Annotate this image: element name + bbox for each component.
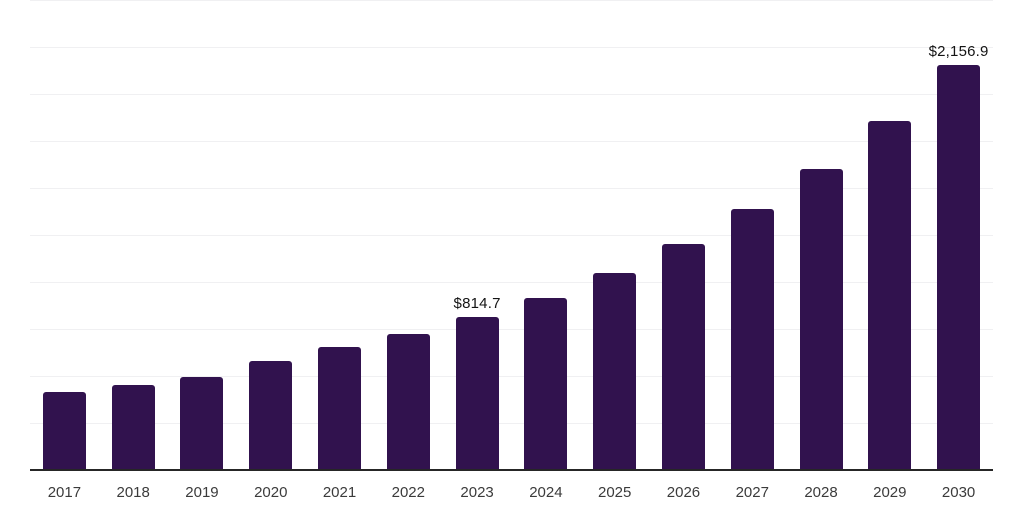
gridline-2000: [30, 94, 993, 95]
bar-2027: [730, 208, 774, 470]
x-tick-label-2018: 2018: [116, 484, 150, 501]
x-tick-label-2026: 2026: [666, 484, 701, 501]
gridline-750: [30, 329, 993, 330]
x-tick-label-2021: 2021: [322, 484, 357, 501]
gridline-500: [30, 376, 993, 377]
x-tick-label-2025: 2025: [597, 484, 632, 501]
bar-2022: [386, 333, 430, 470]
bar-2028: [799, 169, 843, 470]
gridline-1250: [30, 235, 993, 236]
x-tick-label-2017: 2017: [47, 484, 82, 501]
x-tick-label-2029: 2029: [873, 484, 907, 501]
bar-2029: [868, 120, 912, 470]
x-tick-label-2028: 2028: [804, 484, 838, 501]
bar-value-label-2023: $814.7: [453, 294, 501, 312]
bar-2025: [593, 272, 637, 470]
bar-2021: [318, 347, 362, 470]
x-tick-label-2023: 2023: [460, 484, 494, 501]
x-tick-label-2022: 2022: [391, 484, 425, 501]
gridline-2250: [30, 47, 993, 48]
x-tick-label-2024: 2024: [529, 484, 563, 501]
x-tick-label-2020: 2020: [254, 484, 288, 501]
bar-value-label-2030: $2,156.9: [928, 42, 989, 60]
bar-2017: [42, 391, 86, 470]
gridline-1500: [30, 188, 993, 189]
bar-2024: [524, 297, 568, 470]
gridline-1750: [30, 141, 993, 142]
x-tick-label-2027: 2027: [735, 484, 769, 501]
x-tick-label-2030: 2030: [941, 484, 976, 501]
gridline-250: [30, 423, 993, 424]
bar-2030: [937, 64, 981, 470]
x-tick-label-2019: 2019: [185, 484, 219, 501]
plot-area: $814.7 $2,156.9: [30, 0, 993, 471]
gridline-2500: [30, 0, 993, 1]
gridline-1000: [30, 282, 993, 283]
bar-2019: [180, 376, 224, 470]
bar-2023: [455, 316, 499, 470]
bar-2026: [661, 244, 705, 470]
bar-2018: [111, 385, 155, 470]
x-axis-line: [30, 469, 993, 471]
bar-2020: [249, 360, 293, 470]
